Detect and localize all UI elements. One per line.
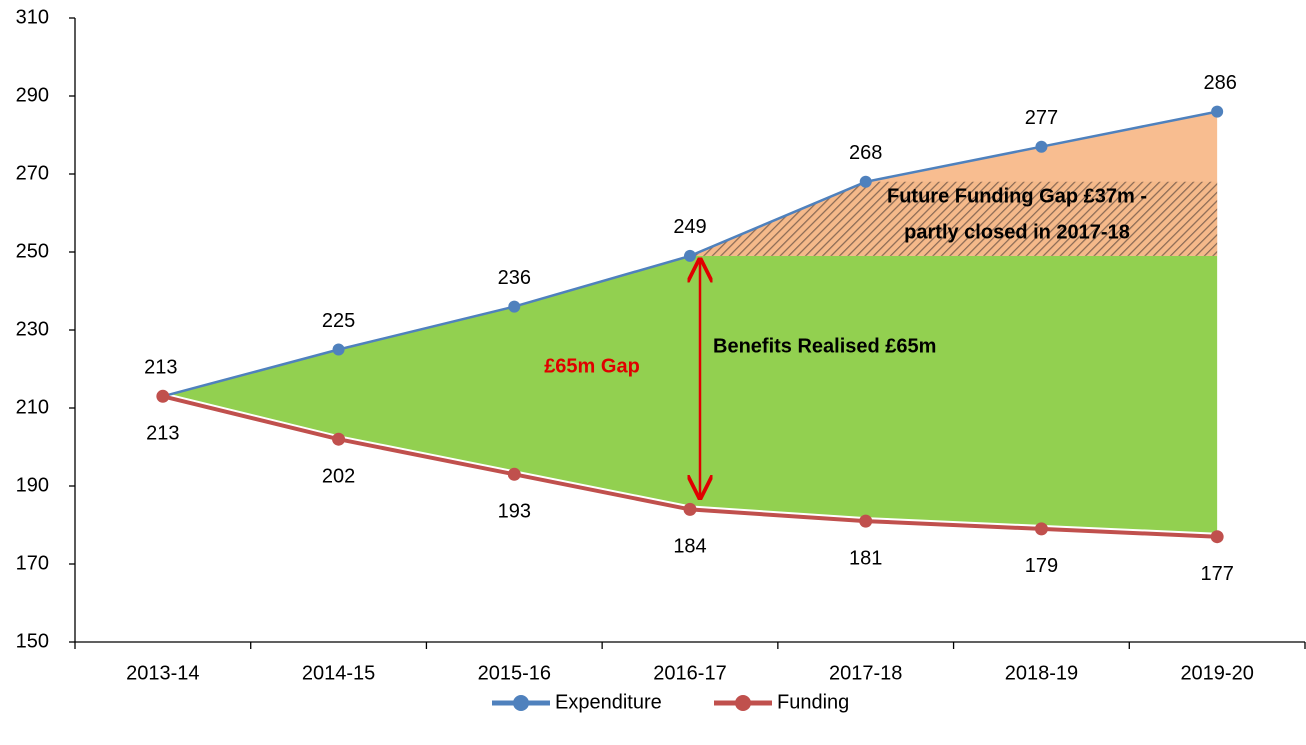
y-tick-label: 310: [16, 6, 49, 28]
data-label: 213: [146, 423, 179, 445]
legend-marker: [513, 695, 529, 711]
x-tick-label: 2017-18: [829, 662, 902, 684]
point: [332, 343, 345, 356]
data-label: 249: [673, 216, 706, 238]
point: [859, 175, 872, 188]
annotation: Benefits Realised £65m: [713, 335, 936, 357]
data-label: 177: [1200, 563, 1233, 585]
data-label: 193: [498, 501, 531, 523]
y-tick-label: 210: [16, 396, 49, 418]
x-tick-label: 2019-20: [1180, 662, 1253, 684]
point: [683, 502, 697, 516]
data-label: 225: [322, 310, 355, 332]
point: [156, 389, 170, 403]
annotation: partly closed in 2017-18: [904, 221, 1130, 243]
point: [1211, 105, 1224, 118]
data-label: 202: [322, 465, 355, 487]
point: [507, 467, 521, 481]
point: [684, 249, 696, 262]
y-tick-label: 170: [16, 552, 49, 574]
legend-label: Expenditure: [555, 691, 662, 713]
data-label: 236: [498, 267, 531, 289]
data-label: 184: [673, 536, 706, 558]
y-tick-label: 190: [16, 474, 49, 496]
data-label: 277: [1025, 107, 1058, 129]
x-tick-label: 2014-15: [302, 662, 375, 684]
point: [859, 514, 873, 528]
y-tick-label: 250: [16, 240, 49, 262]
benefits-area: [162, 255, 1218, 533]
annotation: £65m Gap: [544, 355, 640, 377]
data-label: 286: [1203, 72, 1236, 94]
data-label: 268: [849, 142, 882, 164]
y-tick-label: 270: [16, 162, 49, 184]
x-tick-label: 2018-19: [1005, 662, 1078, 684]
x-tick-label: 2015-16: [478, 662, 551, 684]
x-tick-label: 2013-14: [126, 662, 199, 684]
y-tick-label: 150: [16, 630, 49, 652]
x-tick-label: 2016-17: [653, 662, 726, 684]
point: [1210, 530, 1224, 544]
legend-label: Funding: [777, 691, 849, 713]
y-tick-label: 230: [16, 318, 49, 340]
point: [508, 300, 521, 313]
hatched-area: [690, 181, 1218, 256]
point: [1035, 140, 1048, 153]
data-label: 179: [1025, 555, 1058, 577]
point: [1034, 522, 1048, 536]
point: [332, 432, 346, 446]
annotation: Future Funding Gap £37m -: [887, 185, 1147, 207]
data-label: 181: [849, 547, 882, 569]
legend-marker: [735, 695, 751, 711]
y-tick-label: 290: [16, 84, 49, 106]
data-label: 213: [144, 357, 177, 379]
